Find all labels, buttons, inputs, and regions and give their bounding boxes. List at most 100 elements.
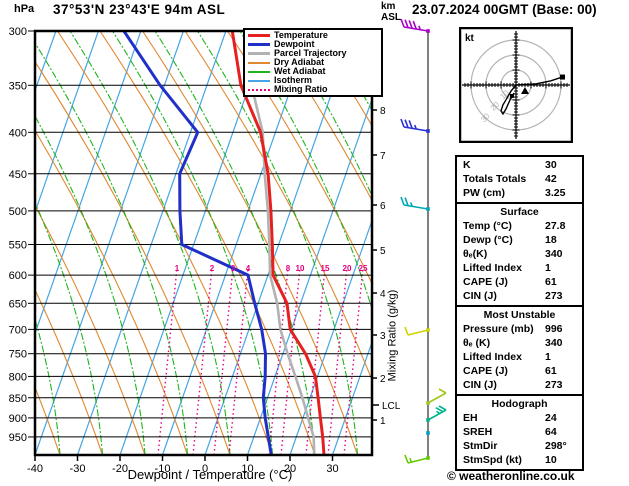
stats-panel-hodograph: Hodograph EH 24 SREH 64 StmDir 298° StmSpd (kt)… [455, 394, 584, 471]
pressure-tick-label: 850 [9, 393, 27, 405]
pressure-tick-label: 550 [9, 239, 27, 251]
dry-adiabat-line [35, 60, 231, 455]
stats-label: Totals Totals [463, 173, 527, 185]
stats-row: CIN (J) 273 [457, 378, 582, 392]
datetime-title: 23.07.2024 00GMT (Base: 00) [412, 2, 597, 17]
temperature-tick-label: -10 [155, 463, 171, 475]
mixing-ratio-value-label: 4 [246, 264, 251, 273]
km-tick-label: 3 [380, 331, 386, 342]
stats-row: EH 24 [457, 411, 582, 425]
pressure-tick-label: 700 [9, 324, 27, 336]
legend-item: Dry Adiabat [248, 58, 381, 67]
dry-adiabat-line [35, 204, 146, 455]
mixing-ratio-line [343, 267, 364, 455]
stats-label: θₑ(K) [463, 248, 488, 260]
hodograph-trace-lower [500, 84, 517, 116]
stats-value: 30 [545, 159, 557, 171]
wet-adiabat-line [69, 31, 231, 455]
legend-line-sample [248, 43, 270, 46]
wind-barb [400, 18, 430, 33]
stats-value: 340 [545, 337, 563, 349]
mixing-ratio-value-label: 20 [343, 264, 352, 273]
km-tick-label: 4 [380, 289, 386, 300]
dry-adiabat-line [35, 129, 189, 455]
temperature-tick-label: -20 [112, 463, 128, 475]
stats-row: Pressure (mb) 996 [457, 322, 582, 336]
stats-value: 340 [545, 248, 563, 260]
stats-row: CAPE (J) 61 [457, 364, 582, 378]
pressure-tick-label: 750 [9, 349, 27, 361]
stats-row: StmSpd (kt) 10 [457, 453, 582, 467]
wind-barb [426, 388, 447, 405]
isotherm-line [35, 31, 184, 455]
isotherm-line [35, 31, 142, 336]
mixing-ratio-line [327, 267, 348, 455]
legend-line-sample [248, 70, 270, 73]
hodograph-border [459, 27, 573, 143]
stats-value: 24 [545, 412, 557, 424]
mixing-ratio-axis-title: Mixing Ratio (g/kg) [386, 289, 399, 382]
stats-panel-surface: Surface Temp (°C) 27.8 Dewp (°C) 18 θₑ(K) 340 L… [455, 202, 584, 307]
stats-label: Dewp (°C) [463, 234, 513, 246]
stats-label: EH [463, 412, 478, 424]
km-tick-label: 6 [380, 201, 386, 212]
stats-label: CIN (J) [463, 290, 497, 302]
isotherm-line [119, 31, 269, 455]
wind-barb-column [400, 18, 447, 464]
stats-value: 3.25 [545, 187, 566, 199]
pressure-tick-label: 950 [9, 432, 27, 444]
stats-value: 273 [545, 290, 563, 302]
stats-label: Temp (°C) [463, 220, 512, 232]
wet-adiabat-line [35, 42, 189, 455]
wet-adiabat-line [154, 31, 316, 455]
stats-value: 10 [545, 454, 557, 466]
legend-item: Isotherm [248, 76, 381, 85]
mixing-ratio-value-label: 10 [296, 264, 305, 273]
isotherm-line [204, 31, 354, 455]
stats-row: Lifted Index 1 [457, 261, 582, 275]
mixing-ratio-value-label: 25 [359, 264, 368, 273]
isotherm-line [331, 340, 372, 455]
stats-label: Lifted Index [463, 351, 522, 363]
temperature-tick-label: 30 [326, 463, 338, 475]
hodograph-point-marker [560, 74, 565, 80]
stats-value: 27.8 [545, 220, 566, 232]
x-axis-title: Dewpoint / Temperature (°C) [127, 467, 293, 482]
pressure-tick-label: 650 [9, 298, 27, 310]
legend-item: Parcel Trajectory [248, 49, 381, 58]
mixing-ratio-value-label: 2 [210, 264, 215, 273]
pressure-tick-label: 500 [9, 206, 27, 218]
mixing-ratio-value-label: 8 [286, 264, 291, 273]
stats-value: 61 [545, 276, 557, 288]
legend-line-sample [248, 79, 270, 82]
legend-line-sample [248, 34, 270, 37]
wind-barb [426, 405, 447, 422]
stats-label: CAPE (J) [463, 365, 508, 377]
wind-barb [426, 431, 430, 435]
legend-item-label: Wet Adiabat [274, 66, 326, 76]
isotherm-line [76, 31, 227, 455]
legend-line-sample [248, 88, 270, 91]
stats-row: θₑ(K) 340 [457, 247, 582, 261]
pressure-tick-label: 300 [9, 26, 27, 38]
legend-item-label: Temperature [274, 30, 328, 40]
wet-adiabat-line [197, 31, 359, 455]
pressure-unit-label: hPa [14, 3, 35, 15]
altitude-ref-asl: ASL [381, 12, 401, 23]
mixing-ratio-line [213, 267, 234, 455]
stats-row: CIN (J) 273 [457, 289, 582, 303]
stats-panel-title: Surface [500, 206, 539, 218]
stats-row: SREH 64 [457, 425, 582, 439]
stats-row: Totals Totals 42 [457, 172, 582, 186]
pressure-tick-label: 350 [9, 80, 27, 92]
dry-adiabat-line [35, 385, 61, 455]
hodograph-unit-label: kt [465, 33, 475, 44]
stats-label: CIN (J) [463, 379, 497, 391]
mixing-ratio-line [268, 267, 289, 455]
stats-value: 298° [545, 440, 567, 452]
dewpoint-curve [122, 31, 273, 455]
stats-value: 42 [545, 173, 557, 185]
